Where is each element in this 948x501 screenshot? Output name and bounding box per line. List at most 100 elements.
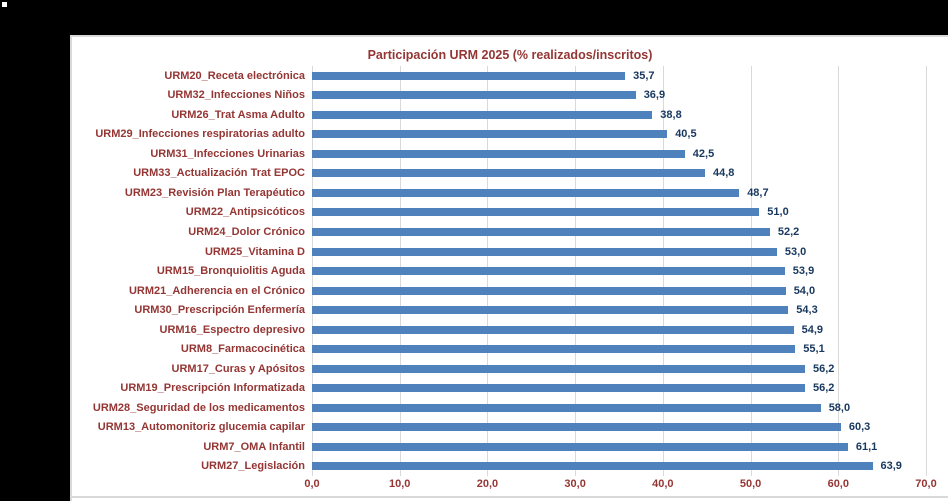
bar-cell: 48,7 [312, 183, 948, 203]
bar-row: URM25_Vitamina D 53,0 [72, 242, 948, 262]
vertical-gridline [838, 66, 839, 476]
value-label: 40,5 [675, 128, 697, 141]
bar-cell: 55,1 [312, 339, 948, 359]
category-label: URM13_Automonitoriz glucemia capilar [97, 421, 305, 434]
bar [312, 442, 848, 451]
panel-bottom-border [72, 496, 948, 498]
value-label: 52,2 [777, 226, 800, 239]
bar-rows: URM20_Receta electrónica 35,7 URM32_Infecc… [72, 66, 948, 476]
category-label: URM32_Infecciones Niños [167, 89, 305, 102]
bar-row: URM23_Revisión Plan Terapéutico 48,7 [72, 183, 948, 203]
category-label: URM29_Infecciones respiratorias adulto [95, 128, 305, 141]
category-label: URM33_Actualización Trat EPOC [133, 167, 305, 180]
value-label: 42,5 [692, 147, 715, 160]
value-label: 51,0 [767, 206, 789, 219]
x-tick-label: 40,0 [652, 478, 674, 490]
bar [312, 169, 705, 178]
bar [312, 384, 805, 393]
bar-row: URM22_Antipsicóticos 51,0 [72, 203, 948, 223]
category-label: URM7_OMA Infantil [203, 440, 305, 453]
category-label: URM26_Trat Asma Adulto [171, 108, 305, 121]
value-label: 36,9 [643, 89, 666, 102]
bar-row: URM21_Adherencia en el Crónico 54,0 [72, 281, 948, 301]
bar-cell: 51,0 [312, 203, 948, 223]
x-tick-label: 10,0 [388, 478, 411, 490]
bar-cell: 53,9 [312, 261, 948, 281]
value-label: 58,0 [828, 401, 851, 414]
value-label: 54,0 [793, 284, 816, 297]
bar [312, 423, 841, 432]
bar-row: URM26_Trat Asma Adulto 38,8 [72, 105, 948, 125]
bar-cell: 53,0 [312, 242, 948, 262]
value-label: 55,1 [803, 343, 825, 356]
bar-row: URM31_Infecciones Urinarias 42,5 [72, 144, 948, 164]
bar [312, 110, 653, 119]
bar [312, 306, 789, 315]
category-label: URM17_Curas y Apósitos [171, 362, 305, 375]
bar-cell: 54,9 [312, 320, 948, 340]
bar [312, 188, 740, 197]
value-label: 63,9 [880, 460, 902, 473]
category-label: URM15_Bronquiolitis Aguda [156, 265, 305, 278]
bar-cell: 58,0 [312, 398, 948, 418]
value-label: 56,2 [813, 382, 835, 395]
x-tick-label: 0,0 [304, 478, 320, 490]
bar-row: URM19_Prescripción Informatizada 56,2 [72, 379, 948, 399]
bar-cell: 44,8 [312, 164, 948, 184]
bar [312, 267, 785, 276]
value-label: 35,7 [633, 69, 655, 82]
category-label: URM31_Infecciones Urinarias [150, 147, 305, 160]
bar-cell: 61,1 [312, 437, 948, 457]
bar [312, 130, 668, 139]
value-label: 44,8 [713, 167, 735, 180]
bar-row: URM8_Farmacocinética 55,1 [72, 339, 948, 359]
category-label: URM27_Legislación [201, 460, 305, 473]
category-label: URM23_Revisión Plan Terapéutico [124, 186, 305, 199]
bar-row: URM33_Actualización Trat EPOC 44,8 [72, 164, 948, 184]
bar [312, 247, 777, 256]
bar-row: URM27_Legislación 63,9 [72, 457, 948, 477]
x-axis-tick-labels: 0,0 10,0 20,0 30,0 40,0 50,0 60,0 70,0 [72, 478, 948, 492]
bar [312, 345, 796, 354]
bar-cell: 54,3 [312, 300, 948, 320]
bar-cell: 56,2 [312, 359, 948, 379]
bar-row: URM20_Receta electrónica 35,7 [72, 66, 948, 86]
bar-cell: 38,8 [312, 105, 948, 125]
category-label: URM22_Antipsicóticos [185, 206, 305, 219]
category-label: URM24_Dolor Crónico [188, 226, 305, 239]
category-label: URM8_Farmacocinética [180, 343, 305, 356]
bar [312, 462, 873, 471]
bar-cell: 35,7 [312, 66, 948, 86]
x-tick-label: 20,0 [476, 478, 499, 490]
value-label: 56,2 [813, 362, 835, 375]
bar-cell: 56,2 [312, 379, 948, 399]
x-tick-label: 50,0 [739, 478, 762, 490]
bar [312, 208, 760, 217]
bar [312, 286, 786, 295]
bar-row: URM32_Infecciones Niños 36,9 [72, 86, 948, 106]
value-label: 54,9 [801, 323, 824, 336]
chart-panel: Participación URM 2025 (% realizados/ins… [70, 35, 948, 501]
bar-cell: 36,9 [312, 86, 948, 106]
bar-row: URM13_Automonitoriz glucemia capilar 60,3 [72, 418, 948, 438]
value-label: 61,1 [855, 440, 878, 453]
vertical-gridline [926, 66, 927, 476]
category-label: URM28_Seguridad de los medicamentos [92, 401, 305, 414]
bar [312, 149, 685, 158]
value-label: 53,9 [792, 265, 815, 278]
x-tick-label: 30,0 [564, 478, 586, 490]
value-label: 38,8 [660, 108, 682, 121]
value-label: 48,7 [747, 186, 769, 199]
value-label: 53,0 [784, 245, 807, 258]
bar-cell: 42,5 [312, 144, 948, 164]
bar-cell: 54,0 [312, 281, 948, 301]
bar-row: URM24_Dolor Crónico 52,2 [72, 222, 948, 242]
bar [312, 91, 636, 100]
category-label: URM21_Adherencia en el Crónico [128, 284, 305, 297]
bar-row: URM16_Espectro depresivo 54,9 [72, 320, 948, 340]
category-label: URM25_Vitamina D [204, 245, 305, 258]
x-tick-label: 60,0 [827, 478, 849, 490]
bar-cell: 63,9 [312, 457, 948, 477]
bar-row: URM29_Infecciones respiratorias adulto 40… [72, 125, 948, 145]
